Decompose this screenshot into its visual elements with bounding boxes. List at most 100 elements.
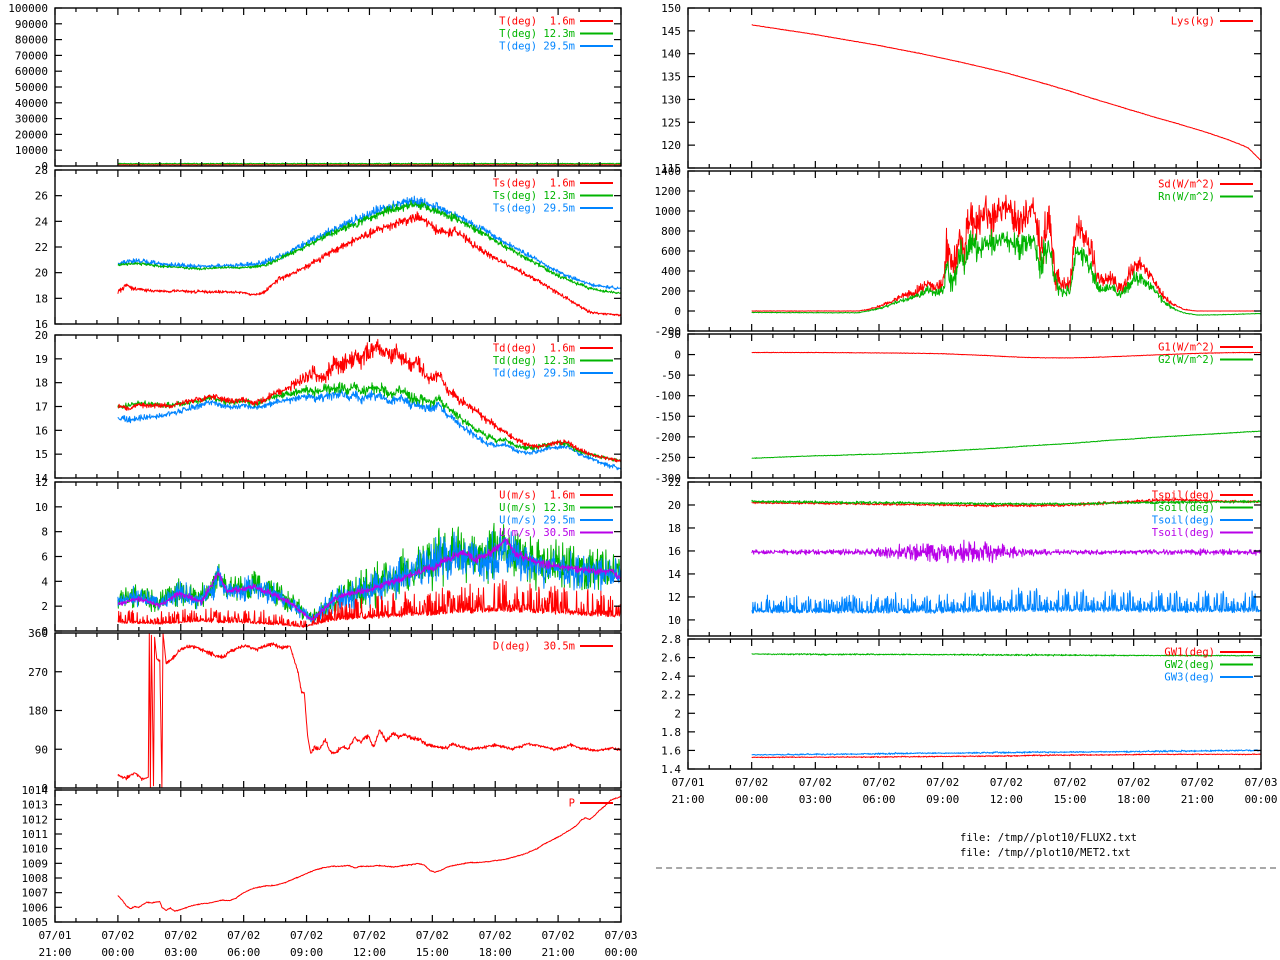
svg-text:07/02: 07/02: [101, 929, 134, 942]
svg-text:20: 20: [668, 499, 681, 512]
svg-text:26: 26: [35, 190, 48, 203]
svg-text:22: 22: [668, 476, 681, 489]
svg-text:18: 18: [35, 292, 48, 305]
svg-text:90000: 90000: [15, 18, 48, 31]
svg-text:-100: -100: [655, 390, 682, 403]
svg-text:2.6: 2.6: [661, 652, 681, 665]
svg-text:00:00: 00:00: [735, 793, 768, 806]
svg-text:07/02: 07/02: [799, 776, 832, 789]
svg-text:Lys(kg): Lys(kg): [1171, 16, 1215, 28]
svg-text:18:00: 18:00: [479, 946, 512, 959]
svg-text:1010: 1010: [22, 843, 49, 856]
series-line-G2: [751, 430, 1261, 459]
panel-border-tsoil: [687, 481, 1262, 637]
svg-text:16: 16: [35, 318, 48, 331]
svg-text:G1(W/m^2): G1(W/m^2): [1158, 342, 1215, 354]
svg-text:07/02: 07/02: [479, 929, 512, 942]
series-tsoil: [751, 498, 1261, 614]
svg-text:07/02: 07/02: [542, 929, 575, 942]
svg-text:Td(deg) 12.3m: Td(deg) 12.3m: [493, 355, 575, 367]
svg-text:8: 8: [41, 526, 48, 539]
svg-text:20: 20: [35, 267, 48, 280]
series-line-Tsoil-purple: [751, 539, 1261, 564]
panel-border-d: [54, 632, 622, 789]
svg-text:28: 28: [35, 164, 48, 177]
svg-text:140: 140: [661, 48, 681, 61]
svg-text:07/02: 07/02: [227, 929, 260, 942]
svg-text:1007: 1007: [22, 887, 49, 900]
svg-text:07/01: 07/01: [38, 929, 71, 942]
svg-text:2.8: 2.8: [661, 633, 681, 646]
series-line-P: [117, 795, 621, 912]
svg-text:07/03: 07/03: [1244, 776, 1277, 789]
svg-text:00:00: 00:00: [101, 946, 134, 959]
svg-text:-250: -250: [655, 451, 682, 464]
svg-text:2.2: 2.2: [661, 689, 681, 702]
svg-text:0: 0: [41, 782, 48, 795]
svg-text:21:00: 21:00: [1181, 793, 1214, 806]
svg-text:360: 360: [28, 627, 48, 640]
svg-text:12:00: 12:00: [990, 793, 1023, 806]
svg-text:150: 150: [661, 2, 681, 15]
svg-text:70000: 70000: [15, 49, 48, 62]
svg-text:03:00: 03:00: [799, 793, 832, 806]
svg-text:180: 180: [28, 705, 48, 718]
series-u: [117, 522, 621, 628]
svg-text:1.6: 1.6: [661, 744, 681, 757]
svg-text:14: 14: [35, 472, 49, 485]
svg-text:07/02: 07/02: [164, 929, 197, 942]
svg-text:1006: 1006: [22, 901, 49, 914]
svg-text:115: 115: [661, 162, 681, 175]
svg-text:1.4: 1.4: [661, 763, 681, 776]
svg-text:07/02: 07/02: [1117, 776, 1150, 789]
svg-text:Ts(deg) 29.5m: Ts(deg) 29.5m: [493, 203, 575, 215]
series-td: [117, 338, 621, 471]
svg-text:GW2(deg): GW2(deg): [1164, 659, 1215, 671]
svg-text:Rn(W/m^2): Rn(W/m^2): [1158, 191, 1215, 203]
svg-text:Tsoil(deg): Tsoil(deg): [1152, 527, 1215, 539]
svg-text:21:00: 21:00: [542, 946, 575, 959]
series-line-Tsoil-green: [751, 499, 1261, 506]
svg-text:GW1(deg): GW1(deg): [1164, 647, 1215, 659]
panel-u: 0 2 4 6 8 10 12 U(m/s) 1.6mU(m/s) 12.3mU(m/s) 2…: [35, 476, 622, 638]
series-ts: [117, 195, 621, 317]
svg-text:Td(deg) 1.6m: Td(deg) 1.6m: [493, 343, 575, 355]
svg-text:1400: 1400: [655, 165, 682, 178]
svg-text:22: 22: [35, 241, 48, 254]
svg-text:U(m/s) 29.5m: U(m/s) 29.5m: [499, 515, 575, 527]
svg-text:20: 20: [35, 329, 48, 342]
svg-text:-150: -150: [655, 410, 682, 423]
series-line-Tsoil-blue: [751, 587, 1261, 614]
series-line-Rn: [751, 229, 1261, 316]
svg-text:2: 2: [41, 600, 48, 613]
svg-text:Td(deg) 29.5m: Td(deg) 29.5m: [493, 368, 575, 380]
series-line-Lys: [751, 24, 1261, 162]
svg-text:15: 15: [35, 448, 48, 461]
svg-text:17: 17: [35, 401, 48, 414]
svg-text:06:00: 06:00: [862, 793, 895, 806]
series-line-GW2: [751, 653, 1261, 657]
svg-text:12: 12: [35, 476, 48, 489]
panel-border-gw: [687, 638, 1262, 770]
svg-text:10: 10: [668, 614, 681, 627]
svg-text:07/01: 07/01: [671, 776, 704, 789]
svg-text:1000: 1000: [655, 205, 682, 218]
svg-text:U(m/s) 1.6m: U(m/s) 1.6m: [499, 490, 575, 502]
panel-rad: -200 0 200 400 600 800 1000 1200 1400 Sd(W/m^2)Rn…: [655, 165, 1262, 338]
svg-text:12: 12: [668, 591, 681, 604]
file-label-flux2: file: /tmp//plot10/FLUX2.txt: [960, 832, 1138, 844]
svg-text:20000: 20000: [15, 128, 48, 141]
series-gw: [751, 653, 1261, 759]
panel-border-g: [687, 333, 1262, 479]
svg-text:0: 0: [41, 160, 48, 173]
series-line-Sd: [751, 194, 1261, 312]
svg-text:18: 18: [668, 522, 681, 535]
svg-text:P: P: [569, 798, 575, 810]
panel-border-p: [54, 789, 622, 923]
svg-text:G2(W/m^2): G2(W/m^2): [1158, 354, 1215, 366]
svg-text:-200: -200: [655, 325, 682, 338]
svg-text:1011: 1011: [22, 828, 49, 841]
